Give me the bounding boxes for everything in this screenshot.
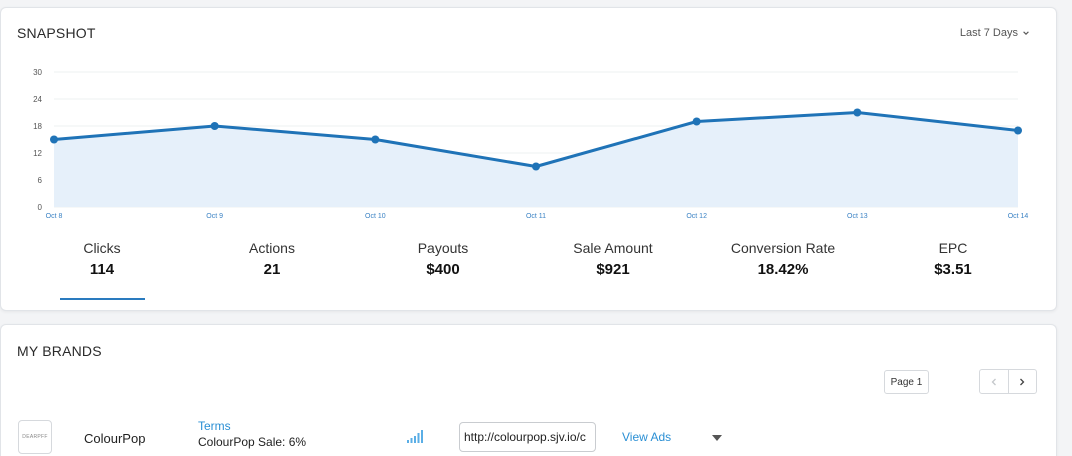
pagination xyxy=(979,369,1037,394)
y-tick-label: 0 xyxy=(38,203,43,212)
x-tick-label: Oct 14 xyxy=(1008,213,1029,220)
date-range-label: Last 7 Days xyxy=(959,27,1018,39)
x-tick-label: Oct 13 xyxy=(847,213,868,220)
metric-label: EPC xyxy=(938,240,968,256)
metric-payouts[interactable]: Payouts $400 xyxy=(373,240,513,278)
signal-bars-icon xyxy=(407,430,423,443)
metric-label: Clicks xyxy=(83,240,121,256)
commission-text: ColourPop Sale: 6% xyxy=(198,435,307,449)
metric-label: Sale Amount xyxy=(573,240,653,256)
caret-down-icon[interactable] xyxy=(712,435,722,441)
y-tick-label: 18 xyxy=(33,122,42,131)
x-tick-label: Oct 10 xyxy=(365,213,386,220)
data-point xyxy=(853,108,862,117)
metric-label: Conversion Rate xyxy=(730,240,836,256)
my-brands-card: MY BRANDS Page 1 DEARPFF ColourPop Terms… xyxy=(0,324,1057,456)
brand-logo: DEARPFF xyxy=(18,420,52,454)
active-metric-indicator xyxy=(60,298,145,300)
tracking-link-input[interactable] xyxy=(459,422,596,452)
metric-value: 114 xyxy=(89,261,115,278)
metric-value: $921 xyxy=(596,261,630,278)
data-point xyxy=(1014,126,1022,135)
metric-conversion-rate[interactable]: Conversion Rate 18.42% xyxy=(713,240,853,278)
chevron-down-icon xyxy=(1023,31,1029,35)
series-area xyxy=(54,112,1018,207)
data-point xyxy=(210,122,219,130)
y-tick-label: 30 xyxy=(33,68,42,77)
page-indicator: Page 1 xyxy=(884,370,929,394)
brand-logo-text: DEARPFF xyxy=(22,434,48,440)
next-page-button[interactable] xyxy=(1007,370,1037,393)
data-point xyxy=(371,135,380,144)
brand-name: ColourPop xyxy=(84,431,146,446)
y-tick-label: 24 xyxy=(33,95,42,104)
y-tick-label: 6 xyxy=(38,176,43,185)
metric-value: $400 xyxy=(426,261,460,278)
metric-value: $3.51 xyxy=(934,261,972,278)
metric-actions[interactable]: Actions 21 xyxy=(202,240,342,278)
metric-value: 21 xyxy=(263,261,281,278)
metric-value: 18.42% xyxy=(757,261,809,278)
metric-label: Payouts xyxy=(417,240,469,256)
view-ads-link[interactable]: View Ads xyxy=(622,430,672,444)
metric-sale-amount[interactable]: Sale Amount $921 xyxy=(543,240,683,278)
x-tick-label: Oct 12 xyxy=(686,213,707,220)
data-point xyxy=(532,162,540,171)
brands-title: MY BRANDS xyxy=(17,343,102,359)
chevron-right-icon xyxy=(1020,378,1025,385)
snapshot-card: SNAPSHOT Last 7 Days 0 6 12 18 24 30 Oct 8 Oct … xyxy=(0,7,1057,311)
y-tick-label: 12 xyxy=(33,149,42,158)
chevron-left-icon xyxy=(991,378,996,385)
metric-clicks[interactable]: Clicks 114 xyxy=(32,240,172,278)
x-tick-label: Oct 9 xyxy=(206,213,223,220)
date-range-dropdown[interactable]: Last 7 Days xyxy=(960,27,1030,39)
terms-link[interactable]: Terms xyxy=(198,419,231,433)
metric-epc[interactable]: EPC $3.51 xyxy=(883,240,1023,278)
clicks-chart: 0 6 12 18 24 30 Oct 8 Oct 9 Oct 10 Oct 11 Oct 12 Oc… xyxy=(33,68,1029,220)
snapshot-title: SNAPSHOT xyxy=(17,25,96,41)
data-point xyxy=(50,135,58,144)
prev-page-button[interactable] xyxy=(980,370,1008,393)
x-tick-label: Oct 8 xyxy=(46,213,63,220)
metric-label: Actions xyxy=(249,240,295,256)
x-tick-label: Oct 11 xyxy=(526,213,546,220)
data-point xyxy=(692,117,701,126)
